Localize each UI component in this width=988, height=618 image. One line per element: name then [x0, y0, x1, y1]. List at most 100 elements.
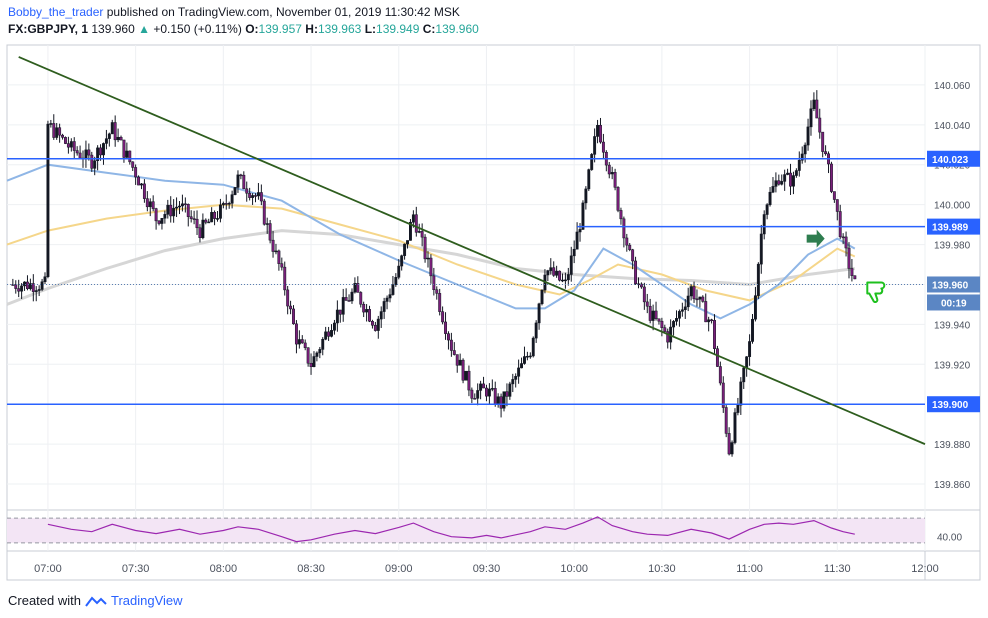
candle-body — [695, 298, 699, 301]
candle-body — [765, 204, 769, 215]
rsi-tick-label: 40.00 — [937, 533, 962, 544]
candle-body — [58, 127, 62, 136]
price-badge — [927, 276, 980, 293]
candle-body — [783, 174, 787, 182]
candle-body — [344, 297, 348, 301]
publish-info: Bobby_the_trader published on TradingVie… — [8, 5, 460, 19]
candle-body — [444, 321, 447, 334]
candle-body — [824, 151, 828, 155]
candle-body — [657, 318, 661, 322]
candle-body — [651, 310, 655, 321]
candle-body — [534, 322, 538, 339]
candle-body — [119, 136, 123, 141]
candle-body — [160, 218, 164, 224]
candle-body — [113, 122, 117, 141]
candle-body — [204, 219, 208, 223]
candle-body — [332, 322, 336, 331]
candle-body — [853, 275, 857, 280]
candle-body — [739, 381, 743, 406]
author-link[interactable]: Bobby_the_trader — [8, 5, 104, 19]
candle-body — [642, 286, 646, 303]
candle-body — [485, 387, 488, 397]
candle-body — [406, 240, 409, 245]
candle-body — [587, 169, 591, 190]
candle-body — [414, 214, 418, 233]
candle-body — [616, 187, 620, 211]
candle-body — [239, 174, 243, 177]
candle-body — [689, 286, 693, 297]
candle-body — [438, 293, 442, 312]
candle-body — [110, 122, 114, 135]
candle-body — [563, 279, 567, 282]
candle-body — [318, 349, 322, 354]
low-value: 139.949 — [376, 22, 420, 36]
price-badge-label: 139.989 — [932, 223, 969, 234]
up-arrow-icon: ▲ — [138, 22, 150, 36]
candle-body — [715, 348, 719, 367]
candle-body — [812, 99, 816, 110]
candle-body — [610, 172, 614, 175]
y-tick-label: 139.920 — [934, 360, 971, 371]
candle-body — [590, 154, 594, 170]
candle-body — [347, 300, 351, 302]
candle-body — [251, 195, 255, 198]
candle-body — [663, 327, 667, 332]
candle-body — [838, 211, 842, 238]
candle-body — [183, 203, 187, 206]
price-change: +0.150 (+0.11%) — [153, 22, 242, 36]
y-tick-label: 139.940 — [934, 320, 971, 331]
candle-body — [631, 249, 635, 262]
candle-body — [493, 388, 497, 405]
candle-body — [137, 176, 141, 186]
candle-body — [780, 181, 784, 185]
candle-body — [409, 221, 412, 241]
candle-body — [724, 407, 728, 434]
close-value: 139.960 — [435, 22, 479, 36]
candle-body — [505, 391, 509, 397]
candle-body — [335, 309, 339, 324]
candle-body — [172, 207, 176, 217]
tradingview-brand[interactable]: TradingView — [110, 593, 183, 608]
candle-body — [134, 167, 138, 178]
candle-body — [429, 257, 433, 277]
candle-body — [262, 200, 266, 225]
candle-body — [64, 137, 67, 144]
candle-body — [593, 136, 597, 155]
candle-body — [359, 292, 363, 305]
candle-body — [34, 290, 38, 292]
candle-body — [353, 283, 357, 293]
candle-body — [256, 192, 260, 197]
tradingview-logo-icon — [85, 595, 107, 607]
candle-body — [496, 396, 500, 405]
candle-body — [61, 134, 64, 138]
x-tick-label: 10:00 — [560, 563, 588, 575]
candle-body — [201, 219, 205, 239]
candle-body — [523, 356, 526, 364]
candle-body — [145, 198, 149, 208]
candle-body — [411, 214, 415, 223]
candle-body — [195, 218, 199, 229]
candle-body — [677, 311, 681, 319]
candle-body — [835, 199, 839, 212]
y-tick-label: 139.980 — [934, 241, 971, 252]
candle-body — [704, 301, 708, 323]
candle-body — [441, 311, 445, 323]
rsi-band — [7, 518, 925, 543]
trendline[interactable] — [18, 56, 926, 445]
candle-body — [186, 203, 190, 217]
candle-body — [721, 382, 725, 408]
price-badge-label: 140.023 — [932, 155, 969, 166]
candle-body — [537, 303, 541, 324]
candle-body — [26, 281, 29, 289]
candle-body — [686, 295, 690, 308]
ohlc-legend: FX:GBPJPY, 1 139.960 ▲ +0.150 (+0.11%) O… — [8, 22, 479, 36]
candle-body — [166, 204, 170, 215]
candle-body — [470, 389, 474, 399]
candle-body — [756, 263, 760, 296]
candle-body — [154, 208, 158, 222]
candle-body — [514, 376, 518, 380]
candle-body — [142, 183, 146, 199]
candle-body — [397, 265, 401, 278]
candle-body — [192, 218, 196, 220]
